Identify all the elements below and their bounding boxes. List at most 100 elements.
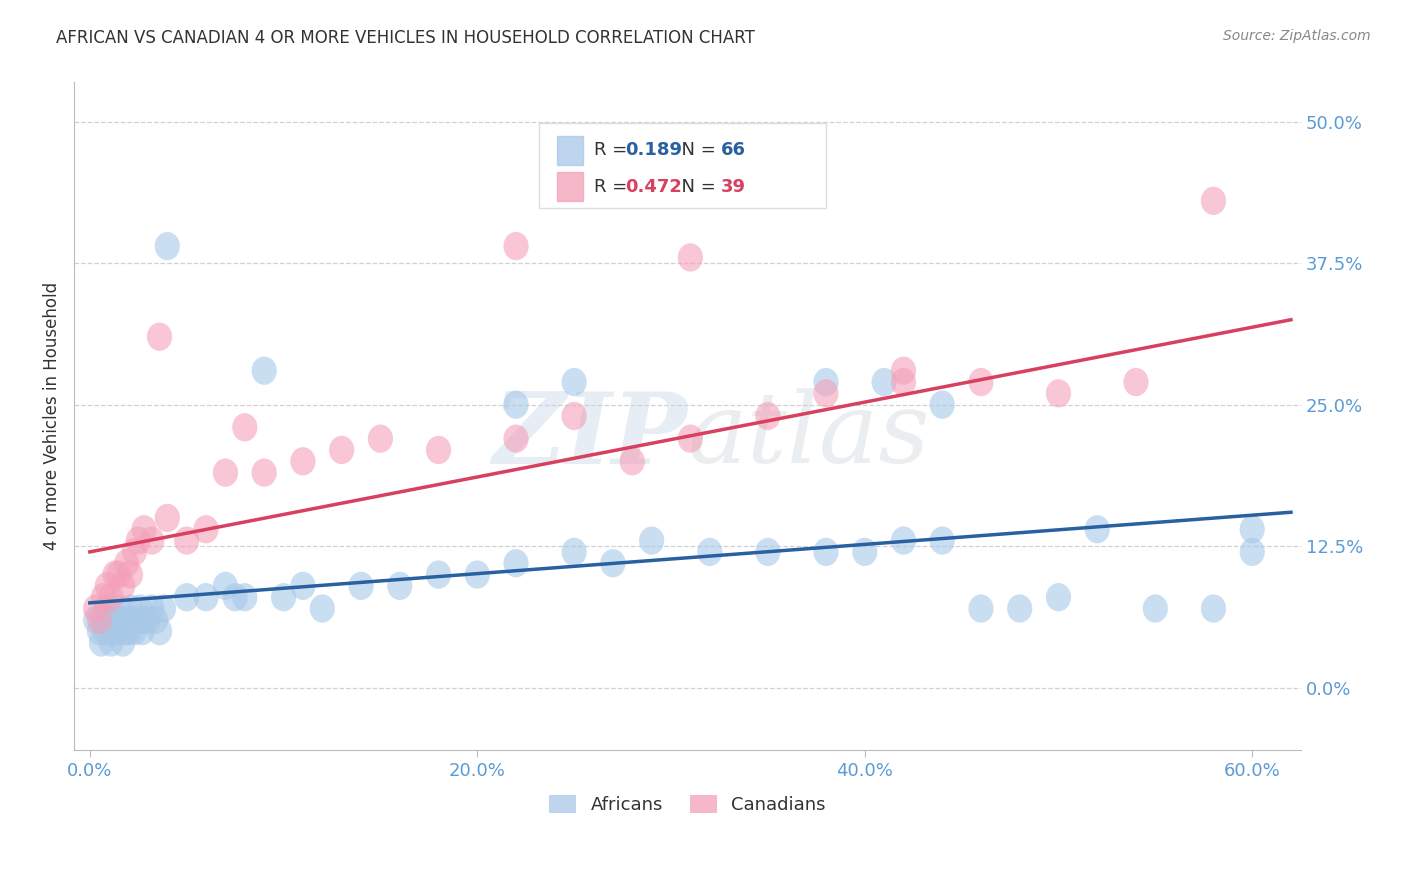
Ellipse shape (600, 549, 626, 577)
Ellipse shape (83, 606, 108, 634)
Ellipse shape (150, 594, 176, 623)
Ellipse shape (89, 628, 114, 657)
Ellipse shape (561, 368, 586, 396)
Ellipse shape (755, 538, 780, 566)
Ellipse shape (1046, 583, 1071, 611)
Ellipse shape (104, 617, 129, 645)
Ellipse shape (135, 606, 160, 634)
Ellipse shape (891, 357, 917, 384)
Ellipse shape (174, 583, 200, 611)
Ellipse shape (132, 515, 156, 543)
Ellipse shape (103, 560, 128, 589)
Ellipse shape (852, 538, 877, 566)
Ellipse shape (83, 594, 108, 623)
Ellipse shape (100, 617, 125, 645)
Ellipse shape (115, 617, 141, 645)
Ellipse shape (697, 538, 723, 566)
Ellipse shape (1143, 594, 1168, 623)
Ellipse shape (561, 401, 586, 430)
Ellipse shape (143, 606, 169, 634)
Ellipse shape (387, 572, 412, 600)
Ellipse shape (814, 368, 838, 396)
Ellipse shape (1123, 368, 1149, 396)
Ellipse shape (222, 583, 247, 611)
Ellipse shape (129, 617, 155, 645)
Ellipse shape (103, 606, 128, 634)
Ellipse shape (503, 391, 529, 419)
Ellipse shape (290, 447, 315, 475)
Text: Source: ZipAtlas.com: Source: ZipAtlas.com (1223, 29, 1371, 44)
Ellipse shape (232, 413, 257, 442)
Text: AFRICAN VS CANADIAN 4 OR MORE VEHICLES IN HOUSEHOLD CORRELATION CHART: AFRICAN VS CANADIAN 4 OR MORE VEHICLES I… (56, 29, 755, 47)
Ellipse shape (1240, 515, 1265, 543)
Ellipse shape (87, 617, 112, 645)
Ellipse shape (108, 606, 134, 634)
Ellipse shape (309, 594, 335, 623)
Ellipse shape (872, 368, 897, 396)
Ellipse shape (93, 617, 118, 645)
Text: R =: R = (595, 141, 633, 160)
Ellipse shape (426, 560, 451, 589)
Ellipse shape (503, 232, 529, 260)
Ellipse shape (368, 425, 394, 453)
Ellipse shape (969, 368, 994, 396)
Text: N =: N = (671, 178, 721, 195)
Ellipse shape (110, 572, 135, 600)
Ellipse shape (107, 560, 132, 589)
Ellipse shape (290, 572, 315, 600)
Ellipse shape (87, 606, 112, 634)
Ellipse shape (678, 244, 703, 271)
Ellipse shape (252, 357, 277, 384)
Ellipse shape (1201, 186, 1226, 215)
Ellipse shape (891, 368, 917, 396)
Ellipse shape (755, 401, 780, 430)
Ellipse shape (891, 526, 917, 555)
Ellipse shape (1240, 538, 1265, 566)
Ellipse shape (112, 617, 138, 645)
Ellipse shape (232, 583, 257, 611)
Ellipse shape (194, 515, 219, 543)
Ellipse shape (929, 391, 955, 419)
Text: 66: 66 (721, 141, 745, 160)
Ellipse shape (118, 560, 143, 589)
Ellipse shape (110, 628, 135, 657)
Ellipse shape (329, 436, 354, 464)
Ellipse shape (426, 436, 451, 464)
Ellipse shape (1046, 379, 1071, 408)
Ellipse shape (1084, 515, 1109, 543)
Ellipse shape (1007, 594, 1032, 623)
Text: 0.189: 0.189 (626, 141, 682, 160)
Ellipse shape (194, 583, 219, 611)
Ellipse shape (128, 594, 153, 623)
Text: ZIP: ZIP (492, 388, 688, 484)
Ellipse shape (132, 606, 156, 634)
Text: 39: 39 (721, 178, 745, 195)
Ellipse shape (640, 526, 664, 555)
Ellipse shape (91, 583, 115, 611)
Ellipse shape (94, 594, 120, 623)
Legend: Africans, Canadians: Africans, Canadians (541, 788, 834, 822)
Ellipse shape (503, 549, 529, 577)
Ellipse shape (120, 606, 145, 634)
Ellipse shape (107, 594, 132, 623)
Ellipse shape (465, 560, 489, 589)
Ellipse shape (122, 617, 148, 645)
Y-axis label: 4 or more Vehicles in Household: 4 or more Vehicles in Household (44, 282, 60, 550)
Ellipse shape (349, 572, 374, 600)
Ellipse shape (620, 447, 645, 475)
Text: R =: R = (595, 178, 633, 195)
Ellipse shape (125, 526, 150, 555)
Ellipse shape (503, 425, 529, 453)
Ellipse shape (929, 526, 955, 555)
Ellipse shape (148, 617, 172, 645)
Ellipse shape (212, 572, 238, 600)
Ellipse shape (1201, 594, 1226, 623)
Ellipse shape (98, 583, 124, 611)
Ellipse shape (155, 504, 180, 532)
Ellipse shape (174, 526, 200, 555)
Ellipse shape (139, 526, 165, 555)
Ellipse shape (122, 538, 148, 566)
Text: atlas: atlas (688, 388, 931, 483)
Ellipse shape (969, 594, 994, 623)
Ellipse shape (271, 583, 297, 611)
